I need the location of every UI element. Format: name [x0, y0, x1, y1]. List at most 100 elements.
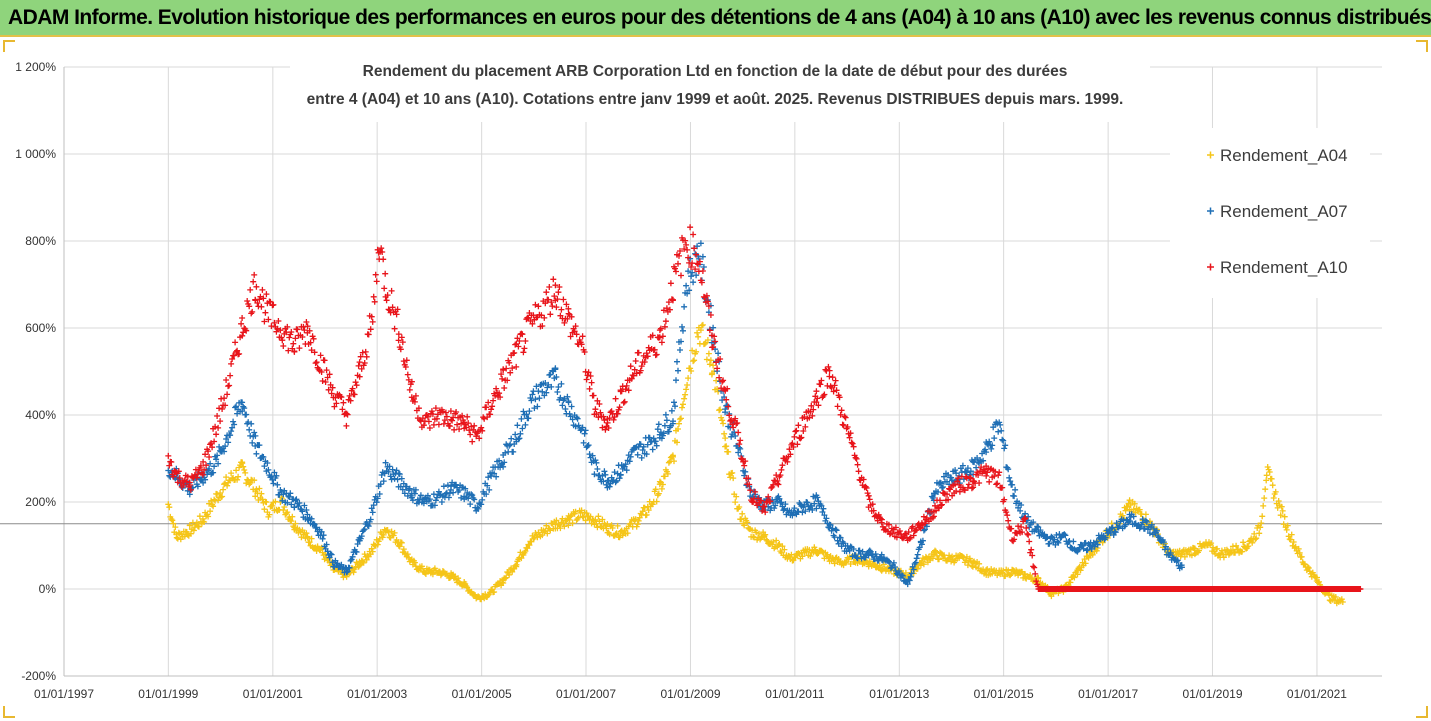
- data-point: [938, 502, 944, 509]
- data-point: [689, 269, 696, 276]
- data-point: [939, 484, 945, 491]
- data-point: [362, 348, 369, 355]
- data-point: [914, 565, 921, 572]
- data-point: [940, 484, 946, 490]
- data-point: [810, 406, 817, 413]
- data-point: [222, 402, 229, 409]
- data-point: [651, 346, 658, 353]
- data-point: [1093, 547, 1100, 554]
- data-point: [270, 480, 277, 487]
- data-point: [424, 492, 431, 499]
- y-tick-label: -200%: [21, 669, 56, 683]
- data-point: [1252, 536, 1259, 543]
- data-point: [520, 349, 527, 356]
- data-point: [444, 482, 451, 489]
- data-point: [211, 463, 218, 470]
- data-point: [260, 454, 267, 460]
- frame-corner-handle[interactable]: [3, 706, 15, 718]
- data-point: [209, 444, 216, 451]
- data-point: [1102, 534, 1109, 541]
- data-point: [398, 475, 405, 482]
- data-point: [1126, 517, 1133, 524]
- data-point: [589, 452, 596, 459]
- data-point: [995, 428, 1002, 435]
- data-point: [889, 530, 896, 537]
- data-point: [400, 358, 407, 365]
- data-point: [1034, 523, 1041, 530]
- data-point: [968, 562, 975, 569]
- data-point: [623, 467, 630, 474]
- data-point: [323, 541, 330, 548]
- data-point: [254, 300, 261, 306]
- data-point: [502, 575, 509, 582]
- data-point: [688, 273, 695, 280]
- data-point: [587, 373, 594, 379]
- data-point: [675, 260, 681, 267]
- data-point: [449, 417, 456, 424]
- data-point: [717, 356, 724, 362]
- data-point: [320, 532, 327, 539]
- data-point: [682, 391, 689, 398]
- data-point: [665, 299, 672, 306]
- data-point: [522, 421, 529, 428]
- data-point: [974, 469, 981, 476]
- data-point: [600, 478, 607, 485]
- data-point: [1001, 496, 1008, 503]
- data-point: [720, 420, 727, 427]
- data-point: [733, 493, 740, 500]
- series-Rendement_A10: [165, 224, 1364, 592]
- data-point: [991, 473, 998, 480]
- data-point: [1278, 503, 1285, 510]
- data-point: [741, 522, 748, 529]
- data-point: [549, 303, 556, 310]
- data-point: [446, 423, 453, 430]
- data-point: [507, 369, 514, 376]
- axes: -200% 0% 200% 400% 600% 800% 1 000% 1 200% 01/01…: [0, 60, 1382, 701]
- data-point: [442, 409, 449, 416]
- data-point: [744, 519, 751, 526]
- data-point: [700, 264, 707, 270]
- data-point: [1019, 529, 1026, 536]
- data-point: [552, 282, 559, 289]
- data-point: [1272, 488, 1279, 495]
- data-point: [995, 472, 1002, 479]
- data-point: [509, 365, 516, 372]
- frame-corner-handle[interactable]: [1416, 706, 1428, 718]
- data-point: [681, 303, 688, 310]
- data-point: [344, 568, 351, 575]
- data-point: [814, 550, 821, 557]
- data-point: [695, 255, 702, 262]
- data-point: [292, 520, 299, 527]
- data-point: [1258, 520, 1265, 527]
- data-point: [279, 337, 286, 344]
- data-point: [468, 491, 475, 498]
- data-point: [252, 432, 259, 439]
- data-point: [723, 396, 730, 403]
- data-point: [592, 516, 599, 523]
- data-point: [661, 422, 668, 429]
- data-point: [869, 501, 876, 508]
- data-point: [776, 495, 783, 502]
- data-point: [1070, 538, 1077, 545]
- data-point: [500, 580, 507, 586]
- frame-corner-handle[interactable]: [3, 40, 15, 52]
- data-point: [483, 404, 490, 411]
- data-point: [792, 554, 799, 561]
- data-point: [1143, 519, 1150, 525]
- data-point: [906, 577, 913, 584]
- data-point: [730, 475, 737, 482]
- data-point: [763, 499, 770, 506]
- data-point: [323, 367, 330, 374]
- data-point: [676, 420, 682, 427]
- data-point: [216, 405, 223, 412]
- data-point: [506, 442, 513, 449]
- data-point: [406, 386, 413, 393]
- data-point: [383, 297, 390, 304]
- frame-corner-handle[interactable]: [1416, 40, 1428, 52]
- data-point: [959, 462, 966, 469]
- data-point: [526, 408, 533, 415]
- data-point: [329, 384, 336, 391]
- data-point: [813, 388, 820, 395]
- data-point: [498, 371, 505, 378]
